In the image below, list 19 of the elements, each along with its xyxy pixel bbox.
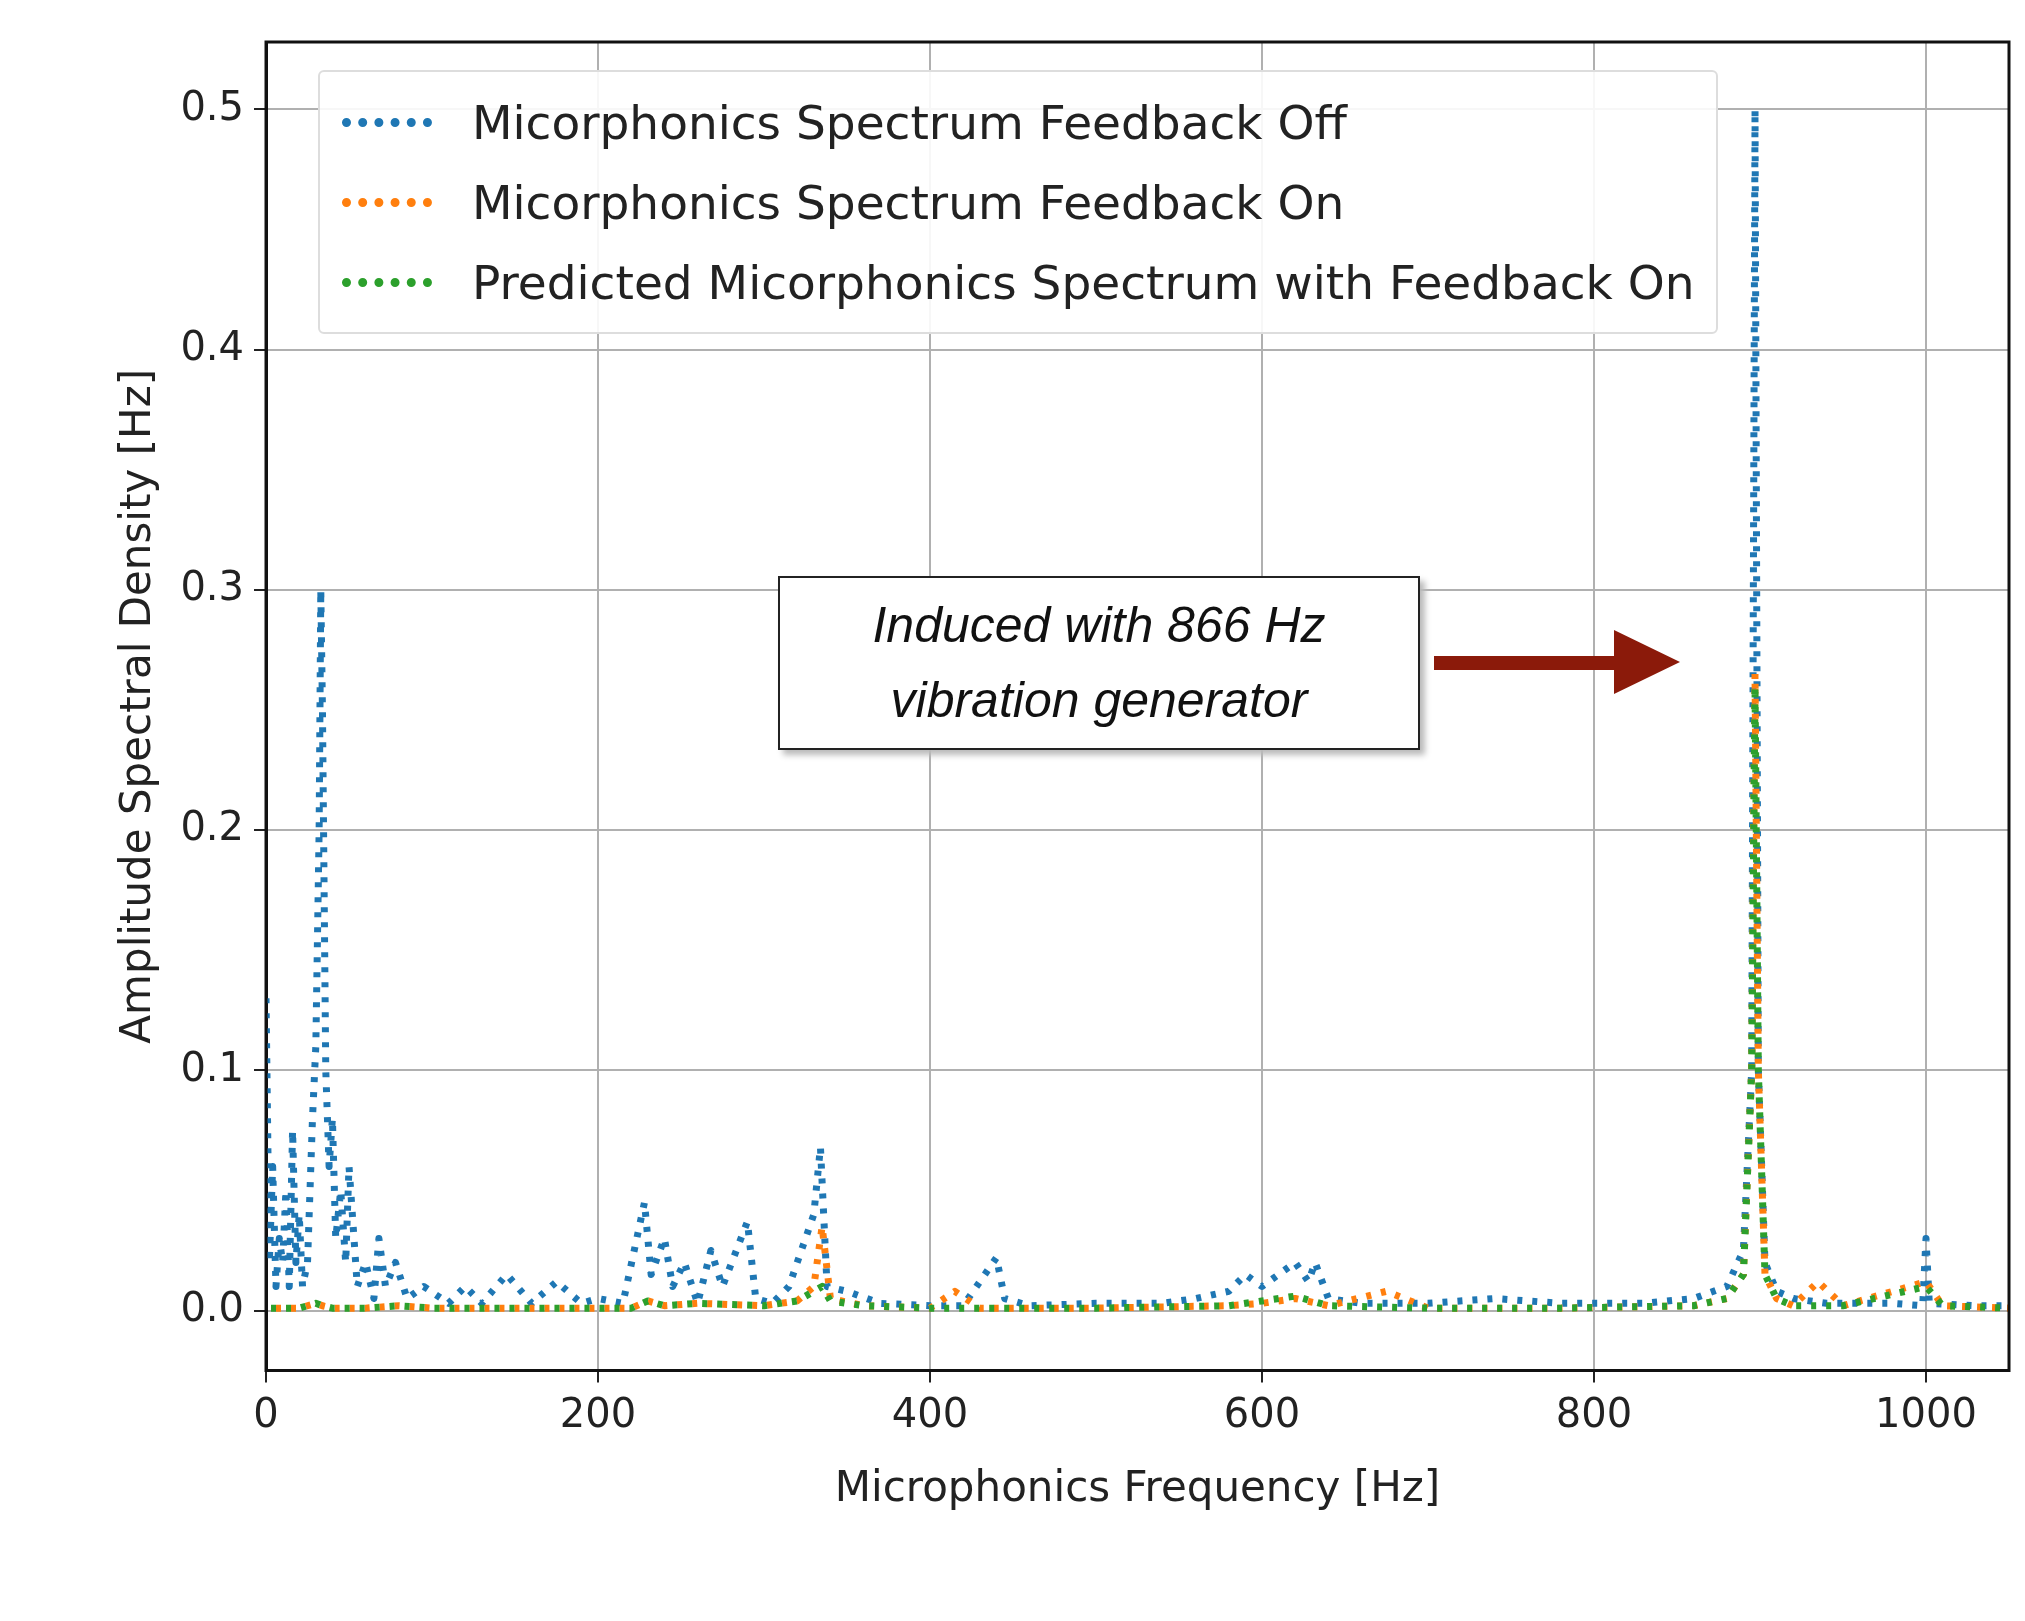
y-tick-label: 0.0: [180, 1283, 245, 1330]
y-axis-title: Amplitude Spectral Density [Hz]: [111, 368, 161, 1044]
y-tick-label: 0.3: [180, 563, 245, 610]
x-tick-label: 600: [1223, 1389, 1301, 1436]
x-tick-label: 400: [891, 1389, 969, 1436]
x-tick-label: 1000: [1875, 1389, 1977, 1436]
y-tick-label: 0.4: [180, 322, 245, 369]
y-tick-label: 0.5: [180, 82, 245, 129]
x-tick-label: 200: [559, 1389, 637, 1436]
legend-label: Micorphonics Spectrum Feedback Off: [472, 94, 1347, 150]
legend-label: Micorphonics Spectrum Feedback On: [472, 174, 1345, 230]
x-axis-title: Microphonics Frequency [Hz]: [834, 1461, 1441, 1511]
y-tick-label: 0.2: [180, 803, 245, 850]
x-tick-label: 800: [1555, 1389, 1633, 1436]
callout-box: Induced with 866 Hz vibration generator: [778, 576, 1420, 750]
y-tick-label: 0.1: [180, 1043, 245, 1090]
legend-label: Predicted Micorphonics Spectrum with Feedback On: [472, 254, 1695, 310]
x-tick-label: 0: [253, 1389, 279, 1436]
annotation: Induced with 866 Hz vibration generator: [871, 596, 1327, 730]
